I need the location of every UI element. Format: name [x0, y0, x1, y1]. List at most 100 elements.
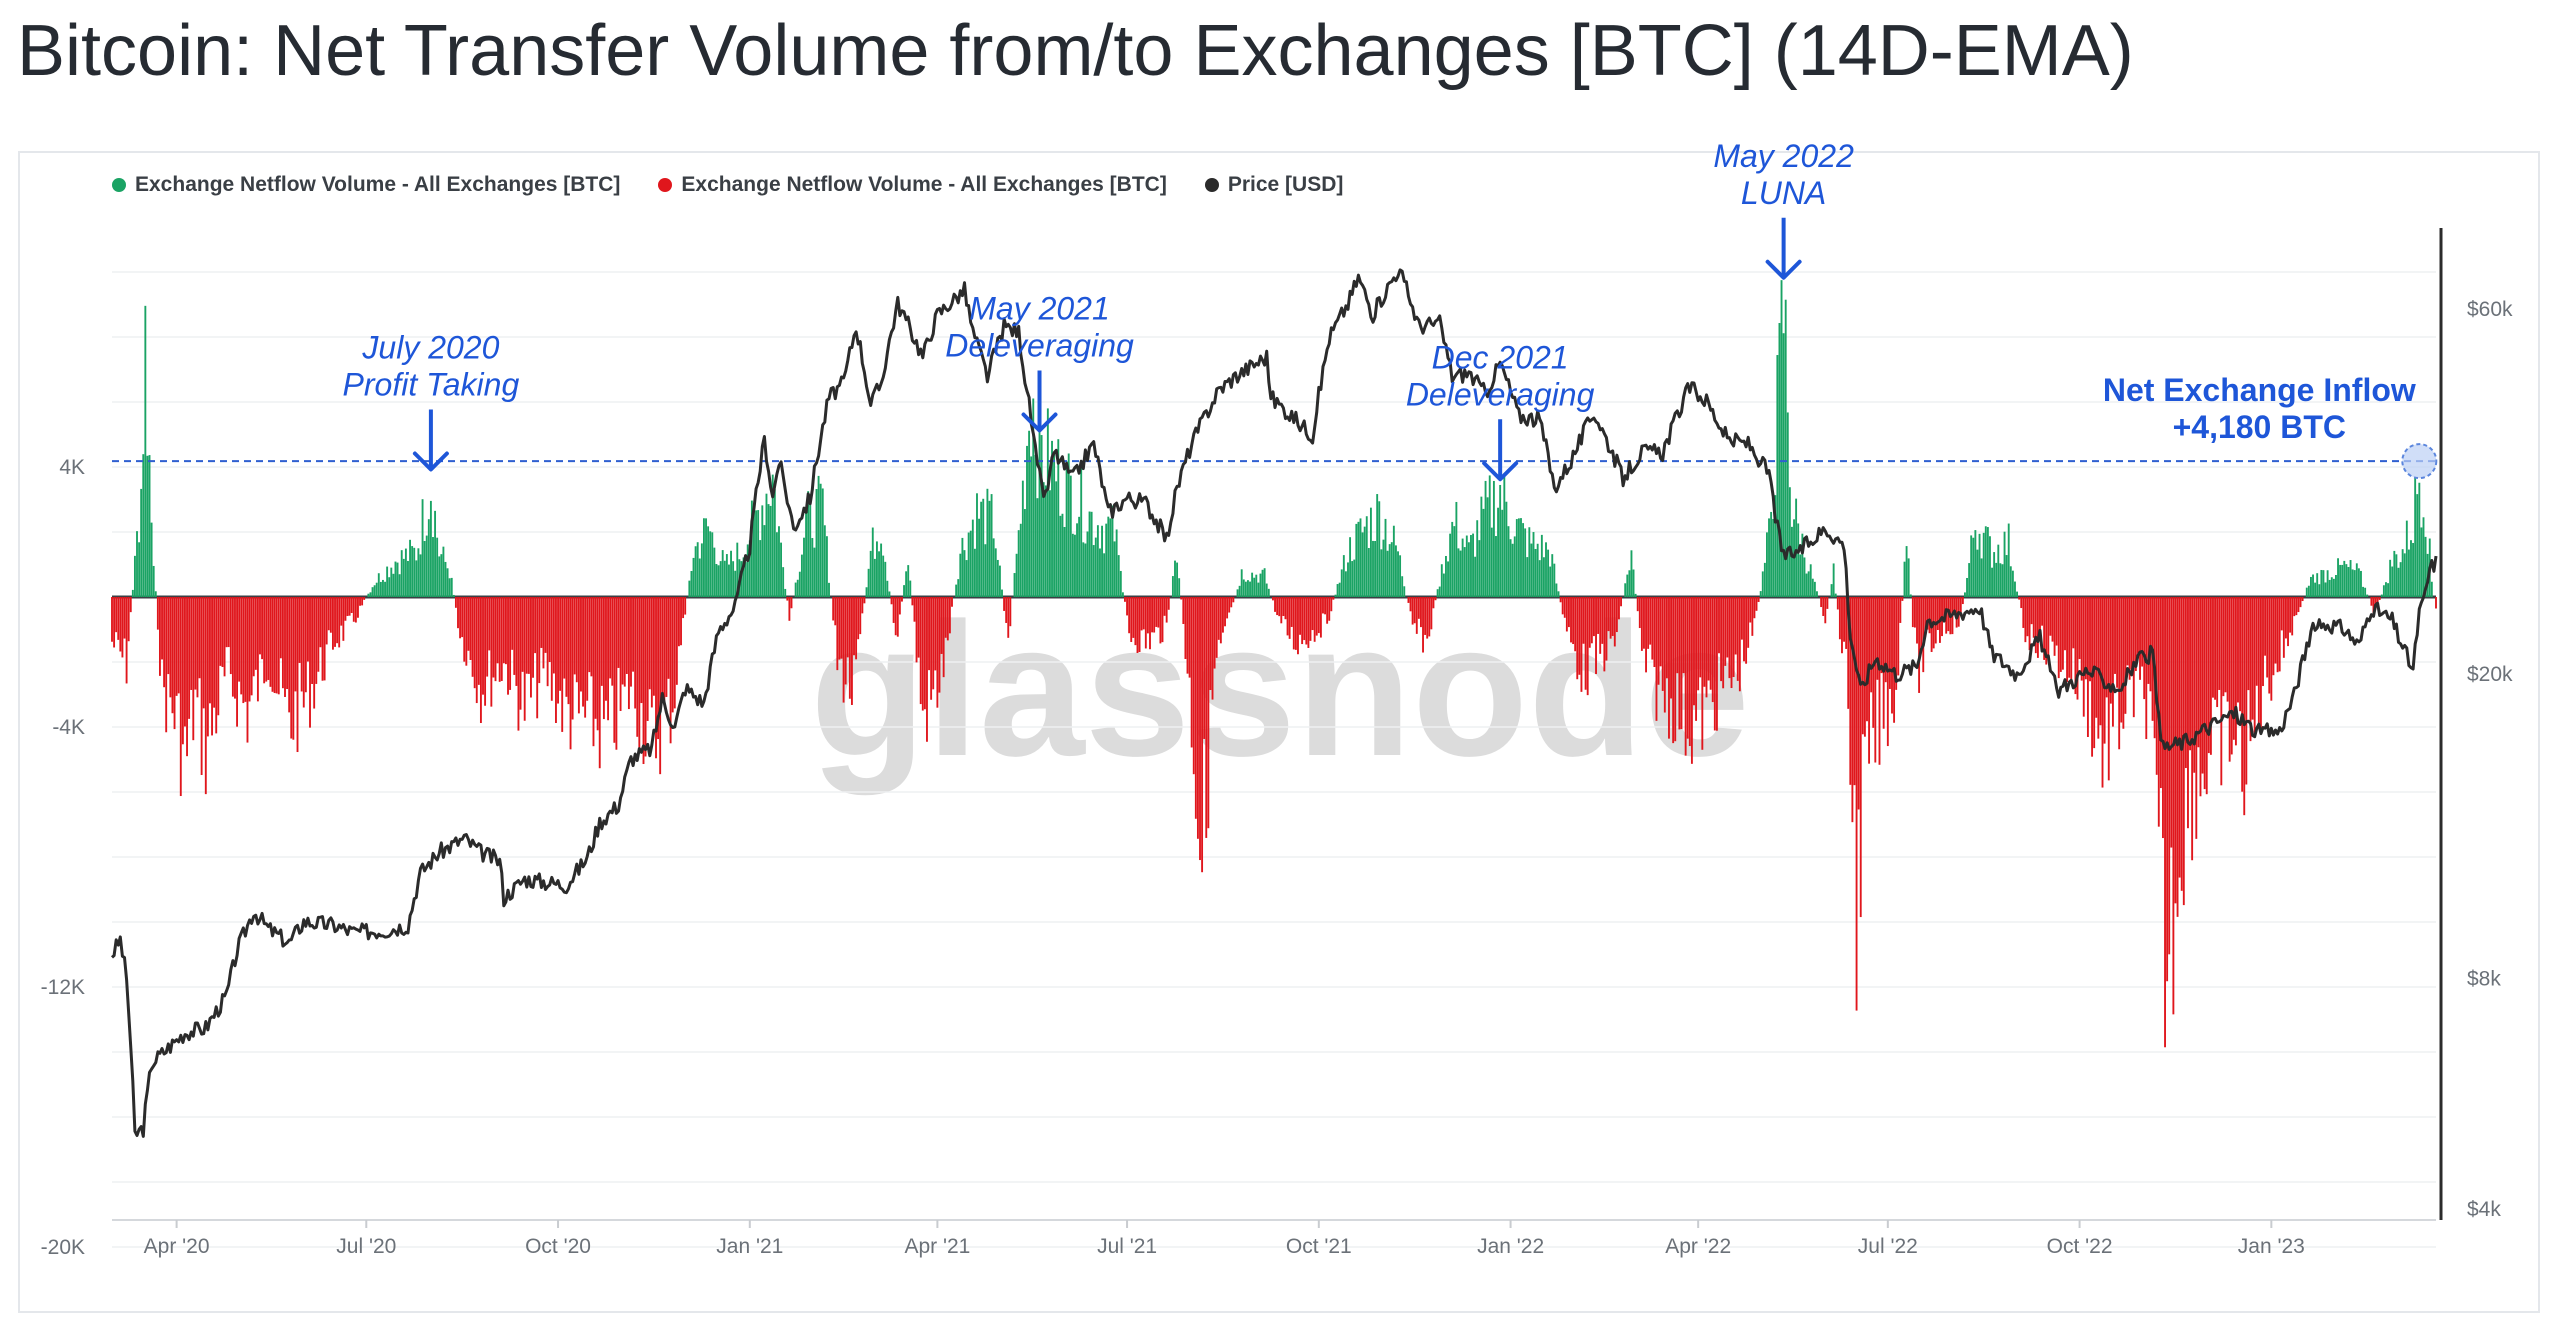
- outflow-bar: [1651, 597, 1654, 660]
- inflow-bar: [440, 554, 443, 597]
- outflow-bar: [669, 597, 672, 744]
- outflow-bar: [896, 597, 899, 637]
- legend-item-inflow[interactable]: Exchange Netflow Volume - All Exchanges …: [112, 173, 620, 197]
- inflow-bar: [1530, 543, 1533, 597]
- outflow-bar: [281, 597, 284, 689]
- inflow-bar: [1905, 546, 1908, 597]
- inflow-bar: [415, 560, 418, 597]
- outflow-bar: [655, 597, 657, 759]
- outflow-bar: [484, 597, 487, 706]
- outflow-bar: [1880, 597, 1883, 674]
- inflow-bar: [782, 567, 785, 597]
- outflow-bar: [1682, 597, 1685, 674]
- inflow-bar: [1059, 515, 1062, 597]
- outflow-bar: [1317, 597, 1320, 634]
- x-tick-label: Jul '20: [336, 1235, 396, 1258]
- outflow-bar: [532, 597, 534, 678]
- outflow-bar: [173, 597, 176, 730]
- inflow-bar: [744, 562, 747, 597]
- inflow-bar: [1105, 523, 1108, 597]
- outflow-bar: [1688, 597, 1691, 747]
- outflow-bar: [590, 597, 593, 677]
- inflow-bar: [423, 541, 426, 597]
- outflow-bar: [934, 597, 937, 671]
- legend-item-price[interactable]: Price [USD]: [1204, 173, 1343, 197]
- inflow-bar: [1176, 562, 1179, 597]
- price-line: [110, 268, 2438, 1138]
- outflow-bar: [1584, 597, 1587, 690]
- outflow-bar: [1899, 597, 1902, 623]
- outflow-bar: [1430, 597, 1433, 630]
- outflow-bar: [605, 597, 607, 701]
- inflow-bar: [1038, 388, 1041, 597]
- y-left-tick-label: -4K: [52, 716, 85, 739]
- outflow-bar: [2170, 597, 2173, 848]
- outflow-bar: [1718, 597, 1720, 654]
- inflow-bar: [1515, 519, 1518, 597]
- inflow-bar: [761, 505, 764, 597]
- outflow-bar: [519, 597, 522, 710]
- outflow-bar: [1845, 597, 1848, 649]
- inflow-bar: [1978, 533, 1981, 597]
- outflow-bar: [2278, 597, 2281, 672]
- inflow-bar: [815, 489, 818, 597]
- inflow-bar: [1374, 541, 1377, 597]
- inflow-bar: [955, 584, 958, 597]
- outflow-bar: [1303, 597, 1306, 641]
- inflow-bar: [784, 588, 787, 597]
- inflow-bar: [417, 548, 420, 597]
- inflow-bar: [803, 537, 805, 597]
- outflow-bar: [346, 597, 349, 616]
- outflow-bar: [1232, 597, 1235, 603]
- outflow-bar: [1732, 597, 1735, 678]
- x-tick-label: Jul '22: [1858, 1235, 1918, 1258]
- outflow-bar: [204, 597, 207, 795]
- outflow-bar: [256, 597, 259, 702]
- inflow-bar: [886, 580, 889, 597]
- inflow-bar: [2322, 570, 2325, 597]
- outflow-bar: [359, 597, 361, 606]
- inflow-bar: [794, 582, 797, 597]
- outflow-bar: [567, 597, 570, 705]
- inflow-bar: [1782, 333, 1785, 597]
- y-left-tick-label: 4K: [59, 456, 85, 479]
- outflow-bar: [1299, 597, 1301, 635]
- inflow-bar: [421, 499, 424, 597]
- outflow-bar: [2178, 597, 2181, 878]
- inflow-bar: [1524, 528, 1527, 597]
- outflow-bar: [580, 597, 582, 692]
- annotation-label: Dec 2021: [1432, 339, 1569, 375]
- outflow-bar: [336, 597, 339, 644]
- inflow-bar: [1367, 548, 1370, 597]
- outflow-bar: [1290, 597, 1293, 627]
- outflow-bar: [1151, 597, 1154, 633]
- outflow-bar: [500, 597, 503, 681]
- outflow-bar: [156, 597, 159, 630]
- inflow-bar: [1634, 593, 1637, 597]
- legend-item-outflow[interactable]: Exchange Netflow Volume - All Exchanges …: [658, 173, 1167, 197]
- outflow-bar: [1226, 597, 1229, 619]
- inflow-bar: [1236, 589, 1239, 597]
- inflow-bar: [961, 537, 964, 597]
- outflow-bar: [552, 597, 555, 674]
- inflow-bar: [1517, 518, 1520, 597]
- inflow-bar: [1338, 582, 1341, 597]
- outflow-bar: [1740, 597, 1743, 640]
- inflow-bar: [1032, 398, 1035, 597]
- inflow-bar: [1986, 527, 1989, 597]
- outflow-bar: [350, 597, 353, 613]
- outflow-bar: [2176, 597, 2179, 917]
- inflow-bar: [1495, 536, 1497, 597]
- outflow-bar: [684, 597, 687, 615]
- inflow-bar: [1488, 475, 1491, 597]
- inflow-bar: [1968, 563, 1971, 597]
- inflow-bar: [1984, 526, 1987, 597]
- inflow-bar: [1244, 581, 1247, 597]
- outflow-bar: [1307, 597, 1310, 648]
- inflow-bar: [1970, 535, 1973, 597]
- inflow-bar: [2391, 566, 2394, 597]
- outflow-bar: [598, 597, 601, 769]
- outflow-bar: [2032, 597, 2035, 638]
- outflow-bar: [298, 597, 301, 663]
- outflow-bar: [901, 597, 903, 602]
